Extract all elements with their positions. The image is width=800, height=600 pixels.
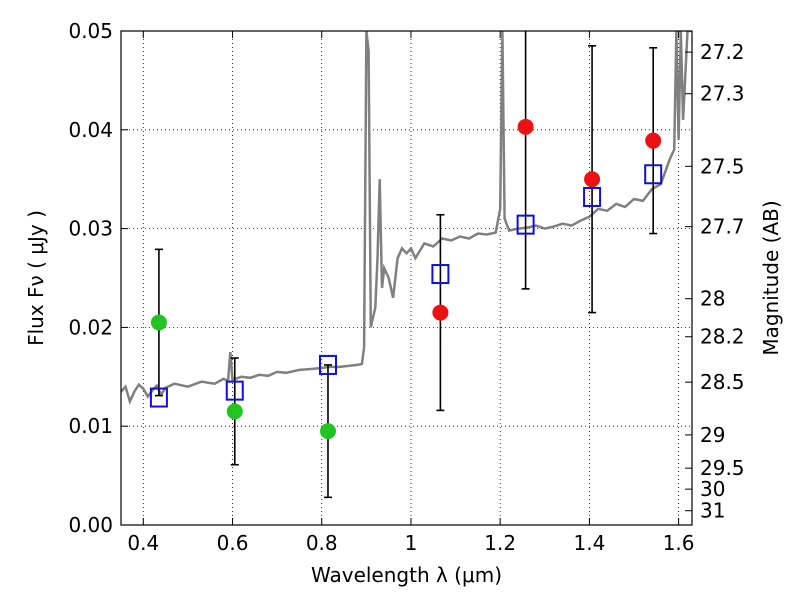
y2-tick-label: 27.2 [700, 40, 745, 64]
data-point [584, 171, 601, 188]
x-tick-label: 1.4 [573, 531, 605, 555]
y2-tick-label: 31 [700, 499, 725, 523]
y2-tick-label: 28 [700, 287, 725, 311]
x-tick-label: 1.2 [484, 531, 516, 555]
y2-axis-label: Magnitude (AB) [759, 200, 783, 355]
y2-tick-label: 29 [700, 423, 725, 447]
data-point [226, 403, 243, 420]
model-spectrum-line [121, 31, 692, 406]
plot-area [121, 31, 692, 499]
y-tick-label: 0.04 [68, 118, 113, 142]
y-tick-label: 0.05 [68, 19, 113, 43]
model-point [431, 264, 450, 285]
data-point [517, 118, 534, 135]
model-point [225, 380, 244, 401]
grid-lines [121, 31, 692, 525]
y-axis-label: Flux Fν ( μJy ) [24, 210, 48, 346]
x-tick-label: 0.4 [127, 531, 159, 555]
y-tick-label: 0.03 [68, 217, 113, 241]
x-tick-label: 1 [405, 531, 418, 555]
y-tick-label: 0.02 [68, 315, 113, 339]
data-point [319, 423, 336, 440]
data-point [645, 132, 662, 149]
data-point [150, 314, 167, 331]
y2-tick-label: 28.2 [700, 325, 745, 349]
x-tick-label: 1.6 [663, 531, 695, 555]
x-axis-label: Wavelength λ (μm) [311, 563, 502, 587]
y2-tick-label: 27.7 [700, 215, 745, 239]
y2-tick-label: 30 [700, 477, 725, 501]
model-point [644, 164, 663, 185]
y2-tick-label: 27.3 [700, 82, 745, 106]
x-tick-label: 0.8 [306, 531, 338, 555]
plot-frame [120, 30, 693, 526]
data-point [432, 304, 449, 321]
y2-tick-label: 28.5 [700, 370, 745, 394]
y-tick-label: 0.00 [68, 513, 113, 537]
y2-tick-label: 27.5 [700, 154, 745, 178]
x-tick-label: 0.6 [217, 531, 249, 555]
y2-tick-label: 29.5 [700, 456, 745, 480]
model-point [516, 214, 535, 235]
model-point [318, 354, 337, 375]
y-tick-label: 0.01 [68, 414, 113, 438]
model-point [583, 186, 602, 207]
model-point [149, 387, 168, 408]
axis-ticks: 0.4 0.6 0.8 1 1.2 1.4 1.6 0.00 0.01 0.02 0.03 0.04 0… [68, 19, 744, 555]
